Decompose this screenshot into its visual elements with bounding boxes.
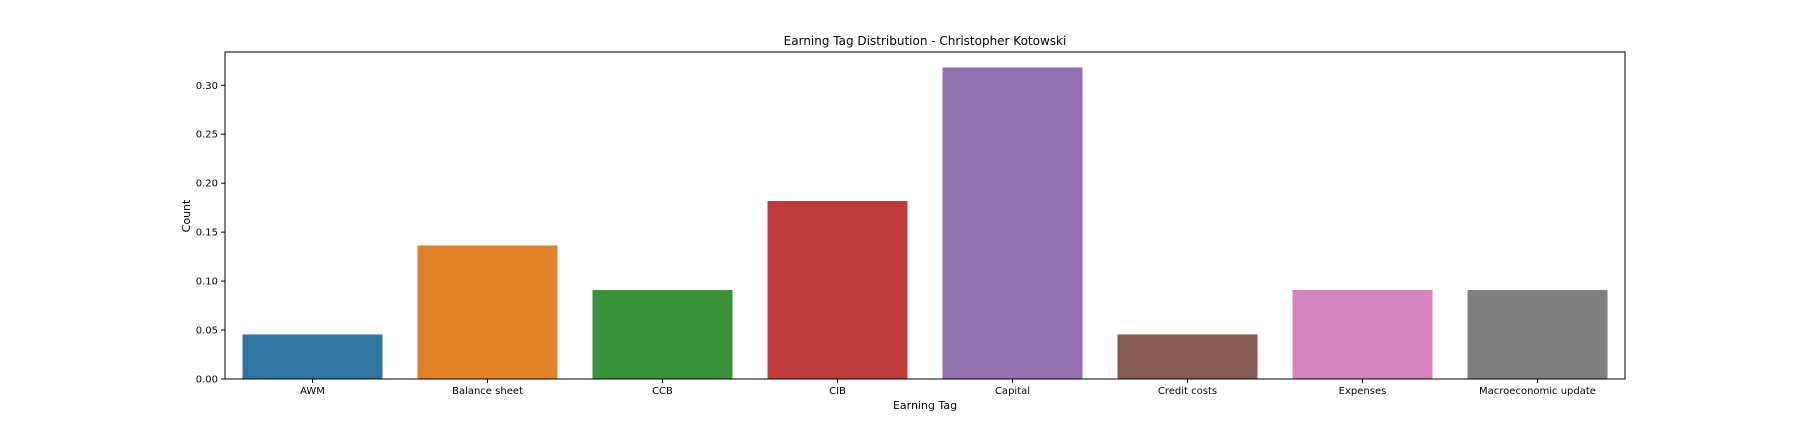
plot-area-frame bbox=[224, 51, 1626, 380]
bar-expenses bbox=[1292, 290, 1433, 379]
y-tick-label: 0.20 bbox=[196, 179, 218, 190]
y-tick-label: 0.25 bbox=[196, 130, 218, 141]
x-tick-label: Credit costs bbox=[1158, 386, 1217, 397]
bar-cib bbox=[767, 201, 908, 379]
y-tick-label: 0.00 bbox=[196, 375, 218, 386]
bars-group bbox=[242, 67, 1608, 379]
x-tick-label: Balance sheet bbox=[452, 386, 523, 397]
x-axis-label: Earning Tag bbox=[893, 399, 957, 412]
bar-awm bbox=[242, 334, 383, 379]
y-tick-label: 0.15 bbox=[196, 228, 218, 239]
y-axis-label: Count bbox=[180, 199, 193, 232]
bar-macroeconomic-update bbox=[1467, 290, 1608, 379]
x-tick-label: Expenses bbox=[1339, 386, 1387, 397]
y-tick-label: 0.30 bbox=[196, 81, 218, 92]
bar-capital bbox=[942, 67, 1083, 379]
x-tick-label: Macroeconomic update bbox=[1479, 386, 1596, 397]
x-tick-label: Capital bbox=[995, 386, 1030, 397]
x-axis: AWM Balance sheet CCB CIB Capital Credit cost… bbox=[300, 379, 1596, 397]
chart-title: Earning Tag Distribution - Christopher K… bbox=[784, 34, 1067, 48]
x-tick-label: CIB bbox=[829, 386, 846, 397]
y-tick-label: 0.05 bbox=[196, 326, 218, 337]
x-tick-label: AWM bbox=[300, 386, 325, 397]
bar-balance-sheet bbox=[417, 245, 558, 379]
bar-credit-costs bbox=[1117, 334, 1258, 379]
x-tick-label: CCB bbox=[652, 386, 673, 397]
bar-ccb bbox=[592, 290, 733, 379]
y-tick-label: 0.10 bbox=[196, 277, 218, 288]
y-axis: 0.00 0.05 0.10 0.15 0.20 0.25 0.30 bbox=[196, 81, 225, 386]
